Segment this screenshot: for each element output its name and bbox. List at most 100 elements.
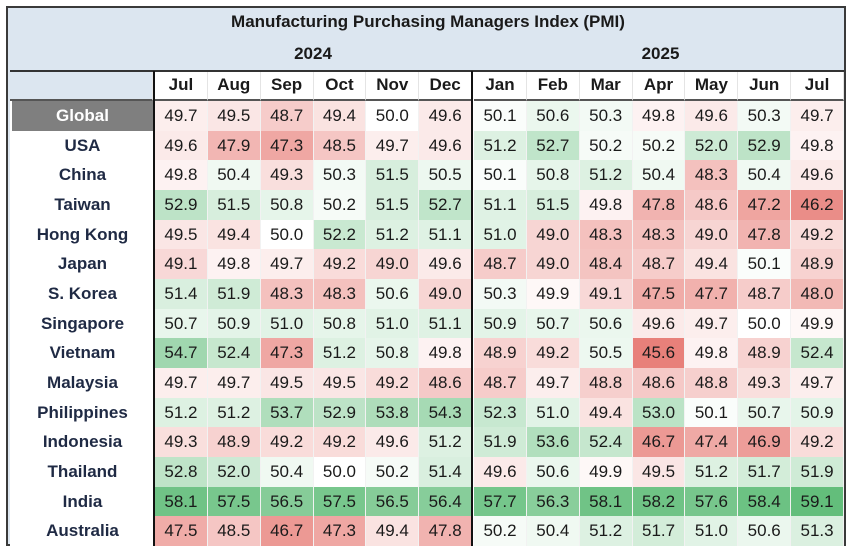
heatmap-cell: 47.9 — [207, 130, 261, 161]
heatmap-cell: 49.2 — [791, 427, 844, 457]
heatmap-cell: 49.2 — [791, 219, 844, 250]
heatmap-cell: 49.5 — [155, 219, 208, 250]
heatmap-cell: 50.3 — [474, 279, 527, 309]
heatmap-cell: 49.0 — [419, 279, 473, 309]
heatmap-cell: 51.0 — [260, 308, 314, 339]
heatmap-cell: 48.9 — [207, 427, 261, 457]
heatmap-cell: 47.7 — [685, 279, 739, 309]
heatmap-cell: 49.5 — [260, 368, 314, 398]
heatmap-cell: 50.6 — [738, 516, 792, 546]
heatmap-cell: 50.3 — [313, 160, 367, 190]
heatmap-cell: 48.8 — [579, 368, 633, 398]
heatmap-cell: 49.8 — [579, 190, 633, 220]
month-header: Jan — [474, 71, 527, 101]
heatmap-cell: 49.2 — [313, 427, 367, 457]
heatmap-cell: 49.1 — [155, 249, 208, 279]
heatmap-cell: 47.3 — [260, 130, 314, 161]
month-header: Jul — [155, 71, 208, 101]
heatmap-cell: 48.4 — [579, 249, 633, 279]
heatmap-cell: 57.5 — [207, 486, 261, 517]
heatmap-cell: 51.3 — [791, 516, 844, 546]
row-label: Japan — [12, 249, 153, 279]
heatmap-cell: 49.9 — [526, 279, 580, 309]
heatmap-cell: 49.7 — [155, 101, 208, 131]
heatmap-cell: 57.6 — [685, 486, 739, 517]
heatmap-cell: 48.6 — [419, 368, 473, 398]
heatmap-cell: 53.7 — [260, 397, 314, 428]
heatmap-cell: 48.9 — [474, 338, 527, 368]
heatmap-cell: 49.9 — [791, 308, 844, 339]
heatmap-cell: 52.3 — [474, 397, 527, 428]
heatmap-cell: 50.7 — [155, 308, 208, 339]
heatmap-cell: 49.6 — [419, 101, 473, 131]
heatmap-cell: 51.7 — [738, 457, 792, 487]
heatmap-cell: 50.8 — [313, 308, 367, 339]
month-header: Apr — [632, 71, 686, 101]
heatmap-cell: 56.4 — [419, 486, 473, 517]
heatmap-cell: 49.2 — [366, 368, 420, 398]
heatmap-cell: 50.6 — [526, 101, 580, 131]
heatmap-cell: 50.9 — [791, 397, 844, 428]
heatmap-cell: 51.2 — [474, 130, 527, 161]
heatmap-cell: 49.2 — [526, 338, 580, 368]
month-header: May — [685, 71, 739, 101]
month-header: Nov — [366, 71, 420, 101]
heatmap-cell: 53.8 — [366, 397, 420, 428]
header-corner — [10, 71, 153, 101]
heatmap-cell: 58.2 — [632, 486, 686, 517]
heatmap-cell: 51.0 — [685, 516, 739, 546]
heatmap-cell: 51.2 — [207, 397, 261, 428]
month-header: Oct — [313, 71, 367, 101]
heatmap-cell: 49.9 — [579, 457, 633, 487]
heatmap-cell: 49.6 — [632, 308, 686, 339]
heatmap-cell: 49.7 — [260, 249, 314, 279]
month-header: Feb — [526, 71, 580, 101]
row-label: Hong Kong — [12, 219, 153, 250]
heatmap-cell: 50.2 — [474, 516, 527, 546]
heatmap-cell: 49.3 — [738, 368, 792, 398]
heatmap-cell: 56.3 — [526, 486, 580, 517]
heatmap-cell: 50.6 — [579, 308, 633, 339]
row-label: India — [12, 486, 153, 517]
heatmap-cell: 51.2 — [579, 160, 633, 190]
heatmap-cell: 52.8 — [155, 457, 208, 487]
heatmap-cell: 49.6 — [366, 427, 420, 457]
heatmap-cell: 47.3 — [313, 516, 367, 546]
heatmap-cell: 52.9 — [313, 397, 367, 428]
year-label-2025: 2025 — [641, 44, 680, 63]
heatmap-cell: 52.4 — [207, 338, 261, 368]
heatmap-cell: 49.3 — [260, 160, 314, 190]
month-header: Dec — [419, 71, 473, 101]
heatmap-cell: 56.5 — [366, 486, 420, 517]
row-label: Thailand — [12, 457, 153, 487]
heatmap-cell: 51.2 — [419, 427, 473, 457]
heatmap-cell: 50.4 — [738, 160, 792, 190]
chart-frame: Manufacturing Purchasing Managers Index … — [6, 6, 846, 546]
heatmap-cell: 47.8 — [632, 190, 686, 220]
heatmap-cell: 52.9 — [738, 130, 792, 161]
heatmap-cell: 48.7 — [474, 368, 527, 398]
heatmap-cell: 50.4 — [632, 160, 686, 190]
heatmap-cell: 48.7 — [260, 101, 314, 131]
heatmap-cell: 49.8 — [207, 249, 261, 279]
heatmap-cell: 47.5 — [155, 516, 208, 546]
year-divider — [471, 71, 473, 546]
heatmap-cell: 49.6 — [155, 130, 208, 161]
heatmap-cell: 49.8 — [685, 338, 739, 368]
heatmap-cell: 51.2 — [366, 219, 420, 250]
heatmap-cell: 51.2 — [313, 338, 367, 368]
heatmap-cell: 51.5 — [526, 190, 580, 220]
heatmap-cell: 49.6 — [419, 130, 473, 161]
row-label: Indonesia — [12, 427, 153, 457]
heatmap-cell: 48.3 — [313, 279, 367, 309]
heatmap-cell: 50.3 — [738, 101, 792, 131]
row-label: Taiwan — [12, 190, 153, 220]
heatmap-cell: 49.7 — [366, 130, 420, 161]
heatmap-cell: 58.4 — [738, 486, 792, 517]
heatmap-cell: 51.2 — [685, 457, 739, 487]
heatmap-cell: 49.7 — [685, 308, 739, 339]
heatmap-cell: 50.8 — [366, 338, 420, 368]
heatmap-cell: 51.1 — [419, 219, 473, 250]
heatmap-cell: 48.0 — [791, 279, 844, 309]
heatmap-cell: 50.1 — [738, 249, 792, 279]
